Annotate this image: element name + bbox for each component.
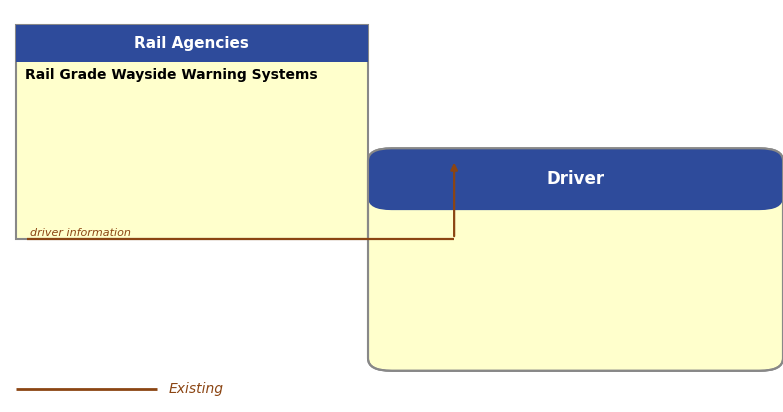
- Text: driver information: driver information: [30, 228, 131, 238]
- Bar: [16, 25, 368, 62]
- FancyBboxPatch shape: [368, 148, 783, 371]
- Text: Existing: Existing: [168, 382, 223, 396]
- Text: Driver: Driver: [547, 170, 604, 188]
- FancyBboxPatch shape: [368, 148, 783, 210]
- Text: Rail Agencies: Rail Agencies: [135, 36, 249, 51]
- Bar: [392, 179, 760, 198]
- Text: Rail Grade Wayside Warning Systems: Rail Grade Wayside Warning Systems: [25, 68, 318, 82]
- Bar: [16, 25, 368, 239]
